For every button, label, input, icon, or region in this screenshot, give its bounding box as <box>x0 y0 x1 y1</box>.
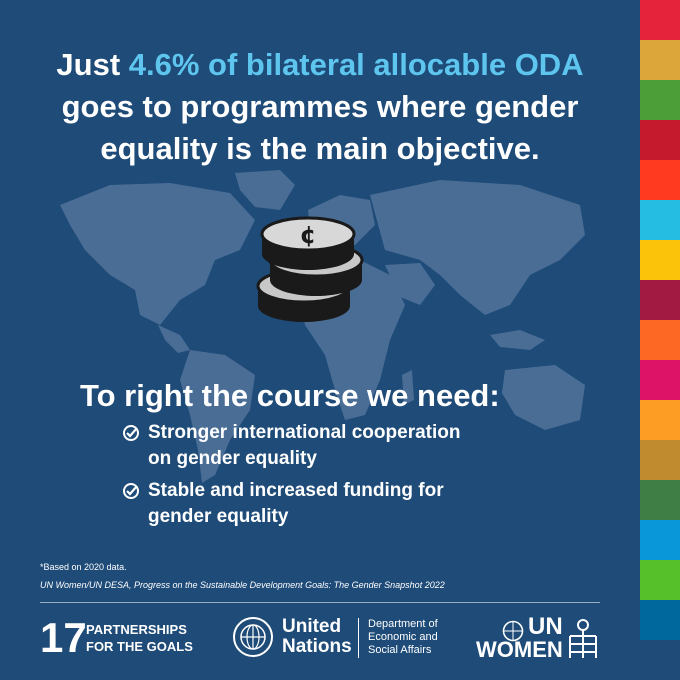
coin-stack-icon: ¢ <box>256 216 364 322</box>
list-item-line-2: on gender equality <box>148 448 317 469</box>
headline-line-3: equality is the main objective. <box>100 131 540 166</box>
footer-logos: 17 PARTNERSHIPS FOR THE GOALS United Nat… <box>40 612 610 668</box>
sdg-color-stripes <box>640 0 680 640</box>
desa-line-1: Department of <box>368 618 438 630</box>
svg-text:¢: ¢ <box>300 221 317 249</box>
sdg-stripe <box>640 440 680 480</box>
sdg-goal-name-line-2: FOR THE GOALS <box>86 639 193 654</box>
sdg-goal-name-line-1: PARTNERSHIPS <box>86 622 187 637</box>
sdg-stripe <box>640 120 680 160</box>
sdg-stripe <box>640 0 680 40</box>
sdg-stripe <box>640 40 680 80</box>
divider-line <box>40 602 600 603</box>
un-wordmark-line-1: United <box>282 616 342 637</box>
checkmark-circle-icon <box>123 425 139 441</box>
sdg-stripe <box>640 480 680 520</box>
sdg-goal-name: PARTNERSHIPS FOR THE GOALS <box>86 621 193 655</box>
headline-line-2: goes to programmes where gender <box>61 89 579 124</box>
desa-line-2: Economic and <box>368 631 438 643</box>
headline-highlight: 4.6% of bilateral allocable ODA <box>128 47 584 82</box>
sdg-stripe <box>640 400 680 440</box>
list-item-line-1: Stable and increased funding for <box>148 480 444 501</box>
un-wordmark: United Nations <box>282 617 352 657</box>
sdg-stripe <box>640 280 680 320</box>
list-item-line-1: Stronger international cooperation <box>148 422 461 443</box>
source-citation: UN Women/UN DESA, Progress on the Sustai… <box>40 580 445 590</box>
sdg-stripe <box>640 320 680 360</box>
sdg-stripe <box>640 240 680 280</box>
headline-line-1: Just 4.6% of bilateral allocable ODA <box>20 44 620 86</box>
sdg-stripe <box>640 80 680 120</box>
needs-list: Stronger international cooperation on ge… <box>122 420 460 536</box>
needs-title: To right the course we need: <box>80 378 500 413</box>
un-emblem-icon <box>233 617 273 657</box>
un-women-symbol-icon <box>569 619 597 658</box>
sdg-stripe <box>640 520 680 560</box>
headline: Just 4.6% of bilateral allocable ODA goe… <box>20 44 620 170</box>
list-item-line-2: gender equality <box>148 506 289 527</box>
sdg-stripe <box>640 560 680 600</box>
desa-wordmark: Department of Economic and Social Affair… <box>368 618 438 657</box>
un-wordmark-line-2: Nations <box>282 636 352 657</box>
un-women-wordmark-women: WOMEN <box>476 637 563 662</box>
un-women-emblem-icon <box>502 620 524 642</box>
sdg-stripe <box>640 600 680 640</box>
un-women-wordmark-un: UN <box>528 613 563 640</box>
list-item: Stronger international cooperation on ge… <box>122 420 460 472</box>
checkmark-circle-icon <box>123 483 139 499</box>
headline-prefix: Just <box>56 47 129 82</box>
sdg-stripe <box>640 160 680 200</box>
footnote: *Based on 2020 data. <box>40 562 127 572</box>
sdg-stripe <box>640 360 680 400</box>
sdg-goal-number: 17 <box>40 614 87 661</box>
logo-divider <box>358 618 359 658</box>
sdg-stripe <box>640 200 680 240</box>
desa-line-3: Social Affairs <box>368 644 432 656</box>
list-item: Stable and increased funding for gender … <box>122 478 460 530</box>
